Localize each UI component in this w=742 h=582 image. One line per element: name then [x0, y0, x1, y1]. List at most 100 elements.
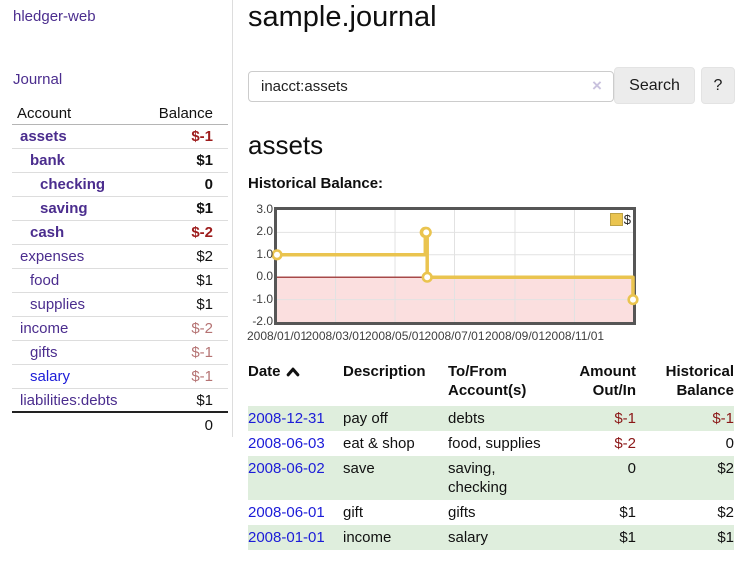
account-balance: $-1 [191, 368, 213, 385]
transaction-accounts: gifts [448, 504, 476, 521]
transaction-accounts: saving, checking [448, 460, 508, 496]
account-link-checking[interactable]: checking [40, 176, 106, 193]
balance-column-header: Balance [158, 105, 213, 122]
y-axis-tick-label: 2.0 [256, 224, 273, 239]
x-axis-tick-label: 2008/03/01 [305, 329, 366, 343]
account-balance: $-2 [191, 224, 213, 241]
account-balance: $1 [196, 272, 213, 289]
transaction-row: 2008-06-01 gift gifts $1 $2 [248, 500, 734, 525]
legend-swatch [609, 213, 623, 226]
x-axis-tick-label: 2008/11/01 [544, 329, 605, 343]
sidebar-accounts-body: assets $-1 bank $1 checking 0 saving $1 cash $-2 e… [12, 125, 228, 413]
transaction-amount: $-2 [614, 435, 636, 452]
sort-ascending-icon [286, 366, 300, 378]
register-header-row: Date Description To/From Account(s) Amou… [248, 360, 734, 406]
account-link-bank[interactable]: bank [30, 152, 66, 169]
account-balance: $-1 [191, 344, 213, 361]
search-input[interactable] [248, 71, 614, 102]
account-row: income $-2 [12, 317, 228, 341]
date-header-label: Date [248, 363, 281, 380]
page-title: sample.journal [248, 1, 437, 33]
y-axis-tick-label: -1.0 [252, 291, 273, 306]
register-table: Date Description To/From Account(s) Amou… [248, 360, 734, 550]
account-link-salary[interactable]: salary [30, 368, 71, 385]
account-balance: $-2 [191, 320, 213, 337]
sidebar-item-journal[interactable]: Journal [13, 71, 63, 88]
account-link-saving[interactable]: saving [40, 200, 88, 217]
account-row: bank $1 [12, 149, 228, 173]
transaction-balance: $2 [717, 460, 734, 477]
brand-link[interactable]: hledger-web [13, 8, 96, 25]
account-link-income[interactable]: income [20, 320, 69, 337]
transaction-balance: 0 [725, 435, 734, 452]
column-header-balance: Historical Balance [665, 363, 734, 399]
account-balance: $2 [196, 248, 213, 265]
column-header-amount: Amount Out/In [579, 363, 636, 399]
register-body: 2008-12-31 pay off debts $-1 $-1 2008-06-03 ea… [248, 406, 734, 550]
x-axis-tick-label: 2008/05/01 [364, 329, 426, 343]
accounts-table: Account Balance assets $-1 bank $1 checking 0… [12, 103, 228, 437]
account-column-header: Account [17, 105, 72, 122]
account-row: food $1 [12, 269, 228, 293]
transaction-date-link[interactable]: 2008-06-01 [248, 504, 325, 521]
transaction-accounts: salary [448, 529, 489, 546]
account-row: assets $-1 [12, 125, 228, 149]
account-balance: $1 [196, 152, 213, 169]
account-balance: 0 [204, 176, 213, 193]
transaction-description: gift [343, 504, 364, 521]
account-row: gifts $-1 [12, 341, 228, 365]
x-axis-tick-label: 2008/01/01 [246, 329, 308, 343]
x-axis-tick-label: 2008/09/01 [484, 329, 545, 343]
transaction-accounts: food, supplies [448, 435, 541, 452]
transaction-row: 2008-06-02 save saving, checking 0 $2 [248, 456, 734, 500]
help-button[interactable]: ? [701, 67, 735, 104]
transaction-date-link[interactable]: 2008-06-02 [248, 460, 325, 477]
account-row: salary $-1 [12, 365, 228, 389]
transaction-amount: $1 [619, 504, 636, 521]
account-row: cash $-2 [12, 221, 228, 245]
transaction-balance: $-1 [712, 410, 734, 427]
accounts-total-value: 0 [204, 416, 213, 434]
transaction-date-link[interactable]: 2008-01-01 [248, 529, 325, 546]
accounts-table-header: Account Balance [12, 103, 228, 125]
account-link-gifts[interactable]: gifts [30, 344, 58, 361]
transaction-balance: $1 [717, 529, 734, 546]
legend-label: $ [623, 212, 631, 227]
account-row: checking 0 [12, 173, 228, 197]
transaction-description: income [343, 529, 392, 546]
search-button[interactable]: Search [614, 67, 695, 104]
transaction-balance: $2 [717, 504, 734, 521]
account-link-food[interactable]: food [30, 272, 60, 289]
y-axis-tick-label: 1.0 [256, 246, 273, 261]
transaction-description: save [343, 460, 375, 477]
account-row: expenses $2 [12, 245, 228, 269]
account-link-expenses[interactable]: expenses [20, 248, 85, 265]
transaction-description: pay off [343, 410, 388, 427]
clear-search-icon[interactable]: × [592, 76, 602, 95]
column-header-accounts: To/From Account(s) [448, 363, 527, 399]
y-axis-tick-label: -2.0 [252, 314, 273, 328]
sidebar: hledger-web Journal Account Balance asse… [0, 0, 233, 437]
transaction-date-link[interactable]: 2008-06-03 [248, 435, 325, 452]
account-link-liabilities-debts[interactable]: liabilities:debts [20, 391, 118, 409]
transaction-date-link[interactable]: 2008-12-31 [248, 410, 325, 427]
chart-canvas [271, 210, 639, 322]
account-balance: $-1 [191, 128, 213, 145]
search-form: × Search ? [248, 67, 742, 105]
accounts-total-row: 0 [12, 413, 228, 437]
account-link-assets[interactable]: assets [20, 128, 67, 145]
account-row: supplies $1 [12, 293, 228, 317]
account-link-supplies[interactable]: supplies [30, 296, 86, 313]
column-header-description: Description [343, 363, 426, 380]
account-balance: $1 [196, 296, 213, 313]
transaction-accounts: debts [448, 410, 485, 427]
y-axis-tick-label: 0.0 [256, 269, 273, 284]
historical-balance-chart: $ 3.0 2.0 1.0 0.0 -1.0 -2.0 2008/01/01 2008/03… [247, 202, 742, 350]
transaction-row: 2008-01-01 income salary $1 $1 [248, 525, 734, 550]
column-header-date: Date [248, 360, 343, 406]
account-row: liabilities:debts $1 [12, 389, 228, 413]
account-link-cash[interactable]: cash [30, 224, 65, 241]
transaction-row: 2008-06-03 eat & shop food, supplies $-2 0 [248, 431, 734, 456]
transaction-amount: $1 [619, 529, 636, 546]
